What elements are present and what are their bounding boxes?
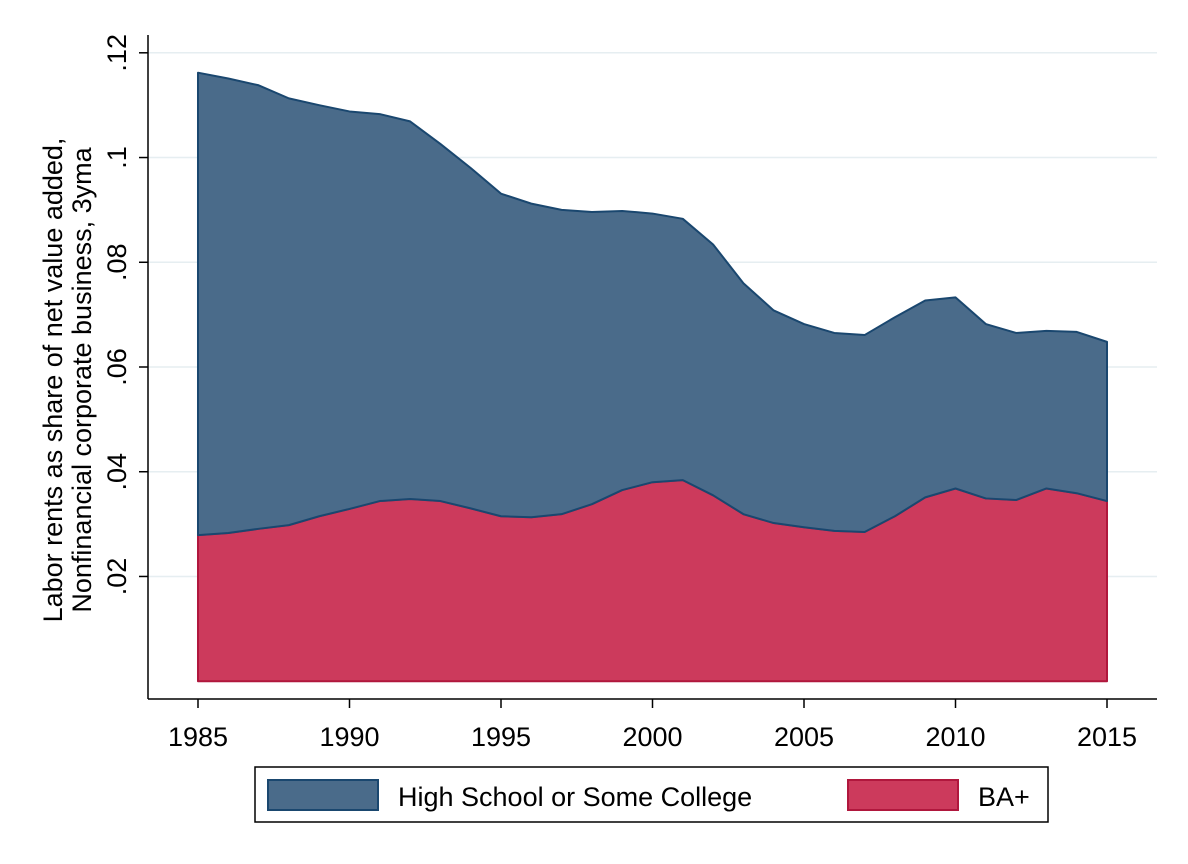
y-tick-label: .12 (102, 34, 132, 72)
y-tick-label: .06 (102, 348, 132, 386)
legend-swatch (847, 779, 959, 811)
x-tick-label: 2010 (925, 722, 985, 752)
legend-swatch (267, 779, 379, 811)
x-tick-label: 2000 (622, 722, 682, 752)
y-axis-title: Labor rents as share of net value added,… (38, 138, 97, 623)
x-tick-label: 2015 (1077, 722, 1137, 752)
y-tick-label: .04 (102, 453, 132, 491)
area (196, 71, 1108, 537)
x-tick-label: 1990 (319, 722, 379, 752)
x-tick-label: 1995 (471, 722, 531, 752)
y-tick-label: .08 (102, 243, 132, 281)
legend-label: BA+ (978, 782, 1030, 812)
y-tick-label: .1 (102, 146, 132, 169)
y-tick-label: .02 (102, 558, 132, 596)
x-tick-label: 2005 (774, 722, 834, 752)
y-label: Labor rents as share of net value added, (38, 138, 68, 623)
legend-label: High School or Some College (398, 782, 752, 812)
y-label: Nonfinancial corporate business, 3yma (67, 146, 97, 612)
x-tick-label: 1985 (168, 722, 228, 752)
